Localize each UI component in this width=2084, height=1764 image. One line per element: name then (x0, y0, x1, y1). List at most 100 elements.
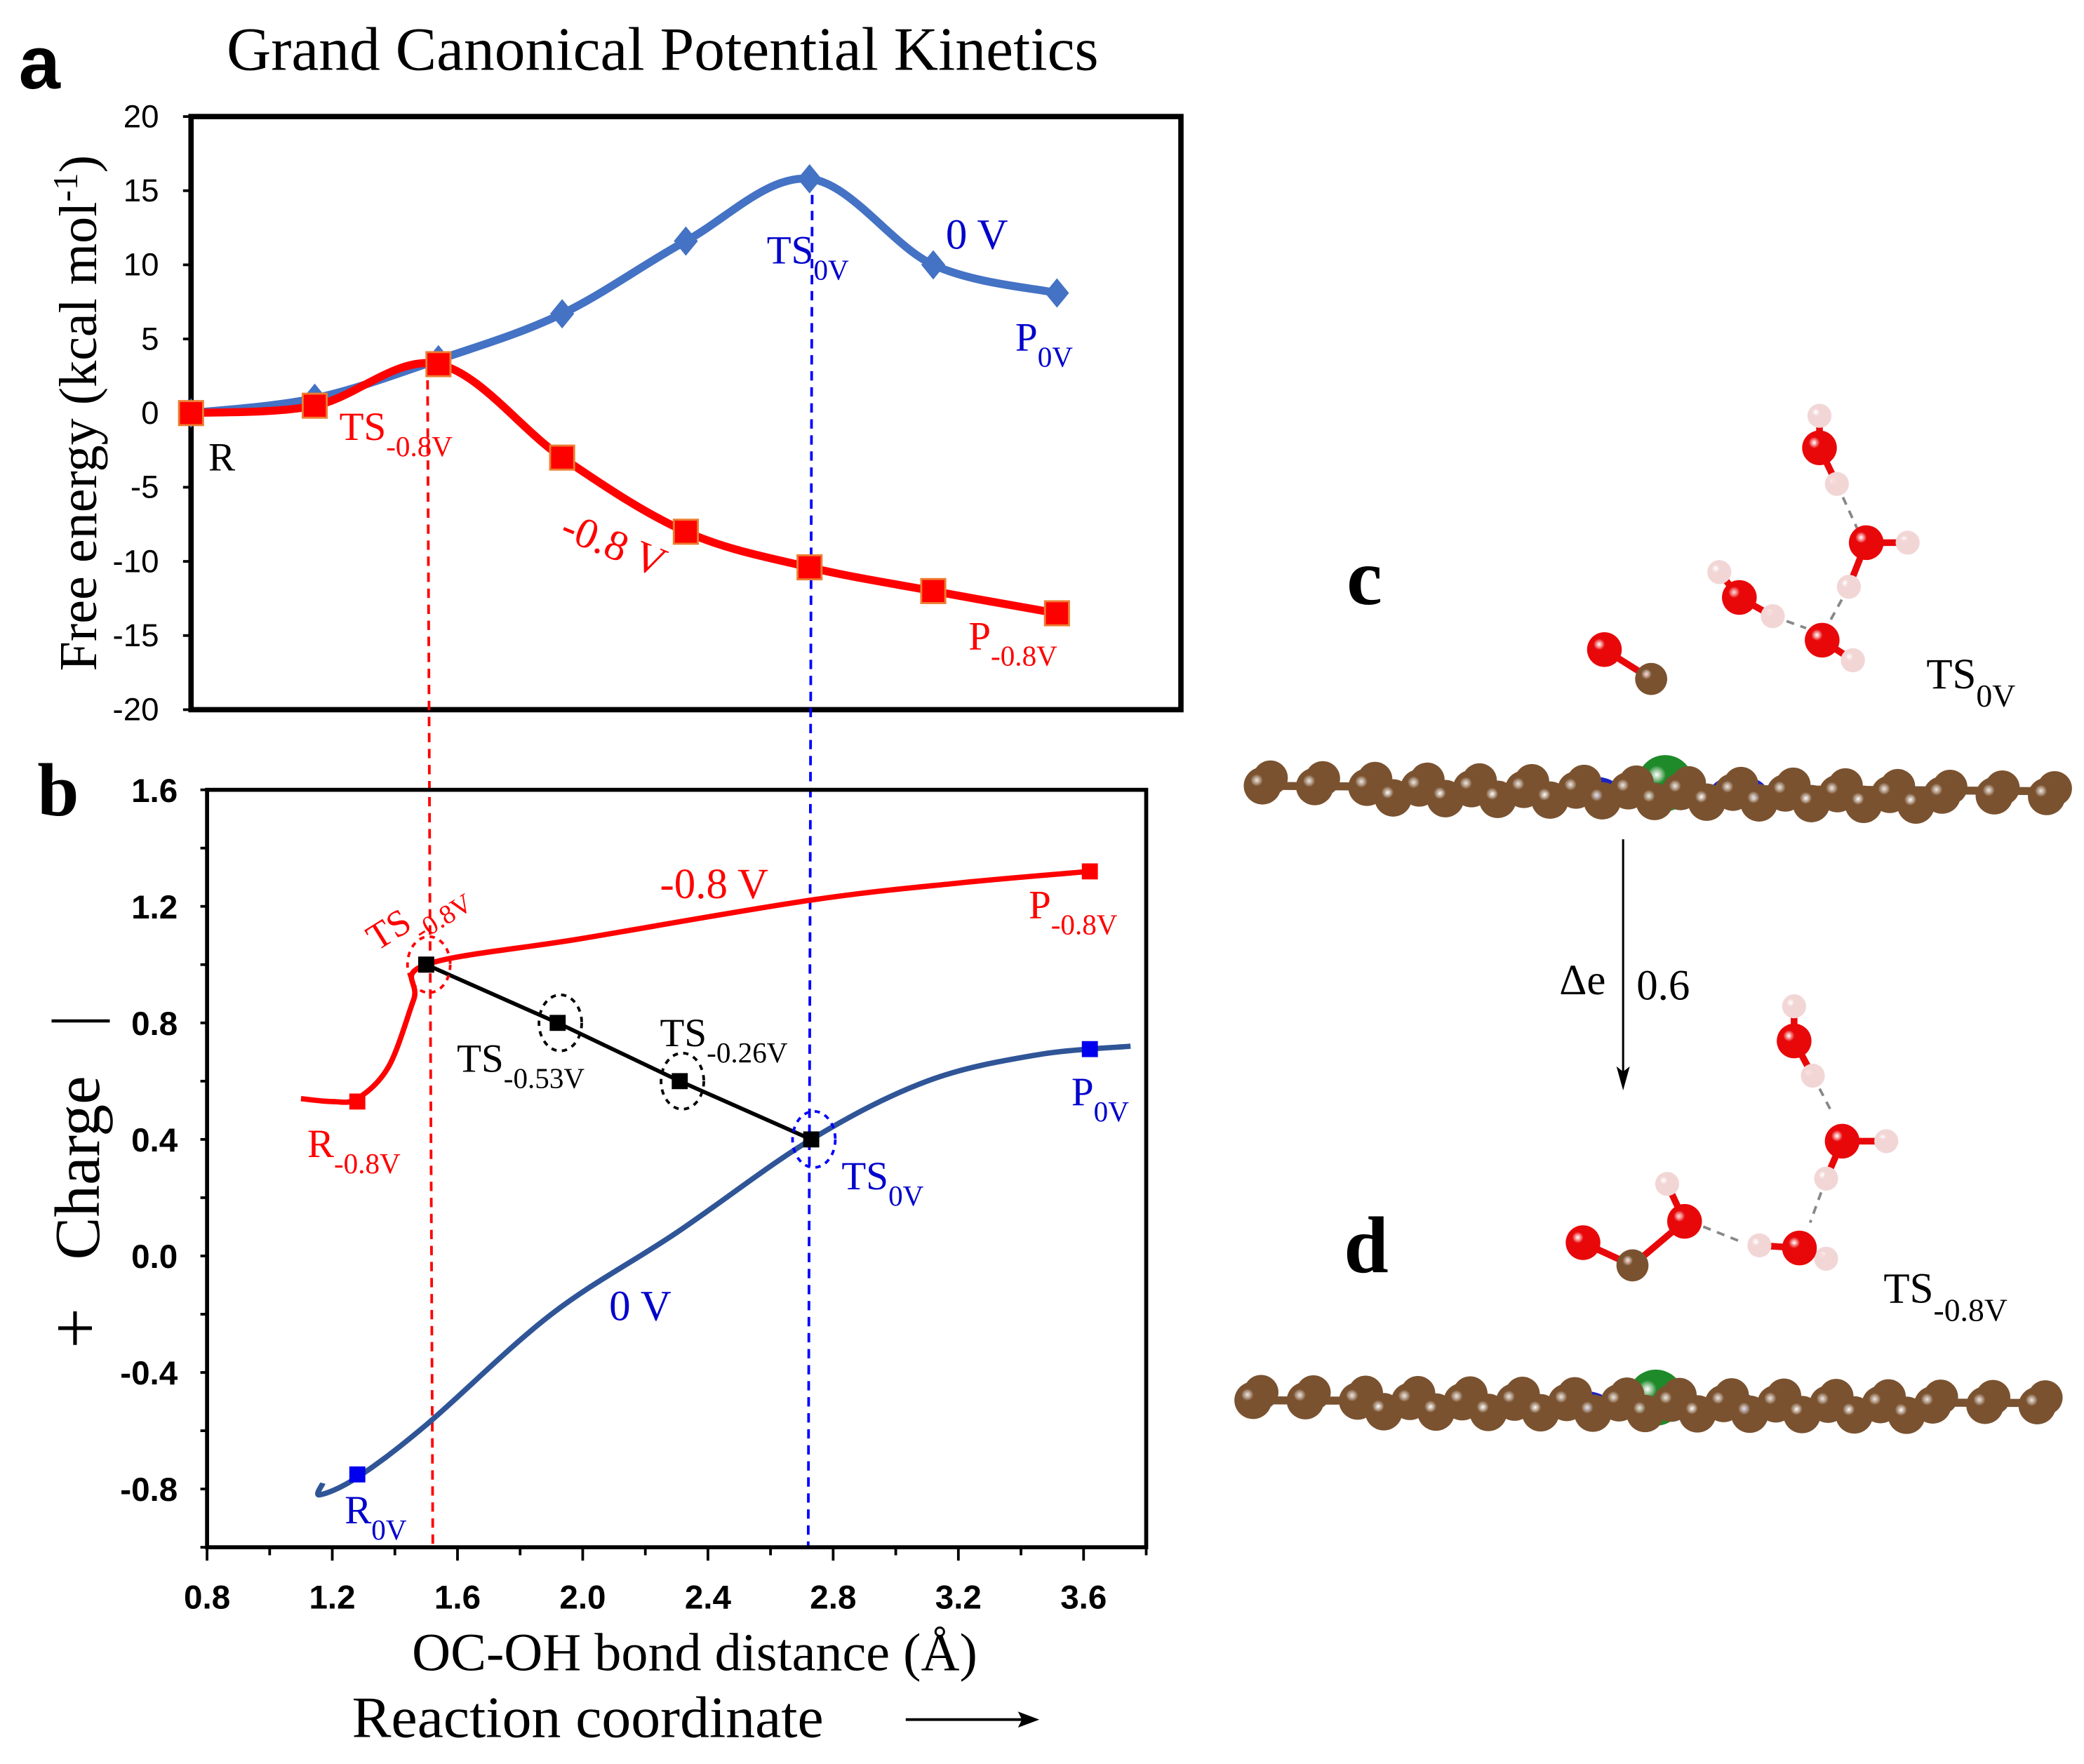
chart-a-marks (178, 163, 1070, 1548)
data-point-square (178, 400, 204, 427)
carbon-atom (1286, 1382, 1324, 1419)
data-point-square (672, 519, 699, 545)
annotation-label: TS-0.53V (457, 1036, 585, 1094)
hydrogen-atom (1655, 1172, 1680, 1196)
ylabel-charge: Charge (42, 1076, 113, 1259)
y-tick-label: 15 (123, 173, 159, 208)
carbon-atom (1626, 1394, 1664, 1433)
data-point-diamond (550, 299, 575, 329)
y-tick-label: 20 (123, 98, 159, 134)
carbon-atom (1234, 1382, 1272, 1419)
carbon-atom (1966, 1387, 2004, 1424)
carbon-atom (1417, 1393, 1455, 1431)
oxygen-atom (1782, 1230, 1817, 1266)
carbon-atom (1365, 1393, 1403, 1431)
x-tick-label: 2.0 (559, 1579, 606, 1617)
ylabel-plus: + (35, 1308, 115, 1349)
data-point-square (796, 554, 823, 581)
data-point-square (672, 1073, 688, 1090)
oxygen-atom (1824, 1123, 1860, 1159)
oxygen-atom (1722, 580, 1757, 615)
annotation-label: R (208, 436, 236, 480)
oxygen-atom (1667, 1203, 1702, 1239)
hydrogen-atom (1836, 575, 1862, 599)
panel-b: b 1.6 1.2 0.8 0.4 0.0 -0.4 -0.8 0.8 1.2 1.6 2.0 2.4… (35, 749, 1149, 1750)
carbon-atom (1427, 780, 1464, 817)
x-tick-label: 0.8 (184, 1579, 230, 1617)
data-point-square (1043, 600, 1070, 627)
ts-highlight-circle (660, 1051, 705, 1111)
y-tick-label: -15 (113, 617, 159, 653)
carbon-atom (1531, 781, 1569, 819)
carbon-atom (1740, 784, 1778, 822)
carbon-atom (1469, 1394, 1507, 1431)
carbon-atom (1897, 786, 1935, 824)
plot-frame (205, 787, 1149, 1549)
panel-c-letter: c (1347, 533, 1382, 622)
carbon-atom (1243, 767, 1281, 805)
ts-highlight-circle (791, 1109, 837, 1169)
carbon-atom (1835, 1396, 1873, 1434)
carbon-atom (1636, 782, 1674, 820)
annotation-label: TS-0.26V (660, 1011, 788, 1069)
annotation-label: P-0.8V (1029, 883, 1118, 940)
data-point-square (1081, 863, 1098, 880)
data-point-square (425, 351, 452, 377)
y-tick-label: 10 (123, 247, 159, 283)
panel-a: a Grand Canonical Potential Kinetics 20 1… (19, 15, 1184, 1548)
chart-b-ylabel: + Charge | (35, 1015, 115, 1349)
hydrogen-atom (1874, 1129, 1899, 1154)
panel-b-letter: b (37, 749, 79, 832)
series-line-0v (315, 1043, 1131, 1498)
annotation-label: TS0V (767, 229, 849, 286)
oxygen-atom (1777, 1023, 1812, 1059)
carbon-atom (2028, 777, 2066, 815)
chart-a-title: Grand Canonical Potential Kinetics (227, 15, 1099, 83)
y-tick-label: -0.8 (120, 1471, 178, 1509)
y-tick-label: 0.4 (131, 1122, 178, 1159)
chart-b-marks (300, 863, 1131, 1498)
chart-b-axes: 1.6 1.2 0.8 0.4 0.0 -0.4 -0.8 0.8 1.2 1.6 2.0 2.4 2.… (120, 773, 1149, 1617)
carbon-atom (1478, 780, 1517, 818)
carbon-atom (1688, 783, 1726, 821)
carbon-atom (1574, 1394, 1612, 1432)
data-point-diamond (674, 226, 698, 256)
hydrogen-atom (1814, 1166, 1838, 1191)
annotation-label: P-0.8V (968, 615, 1057, 672)
chart-b-xlabel: OC-OH bond distance (Å) (412, 1623, 977, 1682)
hydrogen-atom (1841, 648, 1865, 673)
y-tick-label: 5 (141, 321, 159, 356)
x-tick-label: 1.2 (309, 1579, 355, 1617)
hydrogen-atom (1814, 1246, 1838, 1271)
carbon-atom (1845, 785, 1883, 823)
data-point-diamond (1045, 278, 1069, 308)
y-tick-label: -20 (113, 692, 159, 728)
data-point-diamond (797, 163, 822, 194)
data-point-square (549, 1015, 566, 1031)
oxygen-atom (1587, 632, 1622, 667)
delta-e-value: 0.6 (1636, 963, 1690, 1010)
annotation-label: -0.8 V (660, 861, 769, 908)
panel-d-letter: d (1344, 1201, 1389, 1290)
x-tick-label: 1.6 (434, 1579, 481, 1617)
data-point-square (349, 1466, 366, 1483)
y-tick-label: -5 (131, 469, 159, 505)
reaction-coordinate-arrow-icon (905, 1711, 1040, 1728)
structure-d-label: TS-0.8V (1883, 1266, 2007, 1328)
carbon-atom (1730, 1395, 1769, 1434)
annotation-label: TS0V (841, 1154, 923, 1212)
hydrogen-atom (1707, 560, 1732, 584)
chart-a-axes: 20 15 10 5 0 -5 -10 -15 -20 (113, 98, 1184, 728)
data-point-square (301, 392, 328, 419)
y-tick-label: 1.6 (131, 773, 178, 810)
structure-c-label: TS0V (1926, 651, 2015, 714)
carbon-atom (1295, 768, 1334, 806)
carbon-atom (1374, 779, 1412, 817)
carbon-atom (1635, 662, 1667, 695)
carbon-atom (1792, 784, 1831, 822)
oxygen-atom (1805, 622, 1840, 658)
y-tick-label: 0.0 (131, 1238, 178, 1276)
oxygen-atom (1565, 1225, 1601, 1260)
hydrogen-atom (1747, 1233, 1772, 1257)
